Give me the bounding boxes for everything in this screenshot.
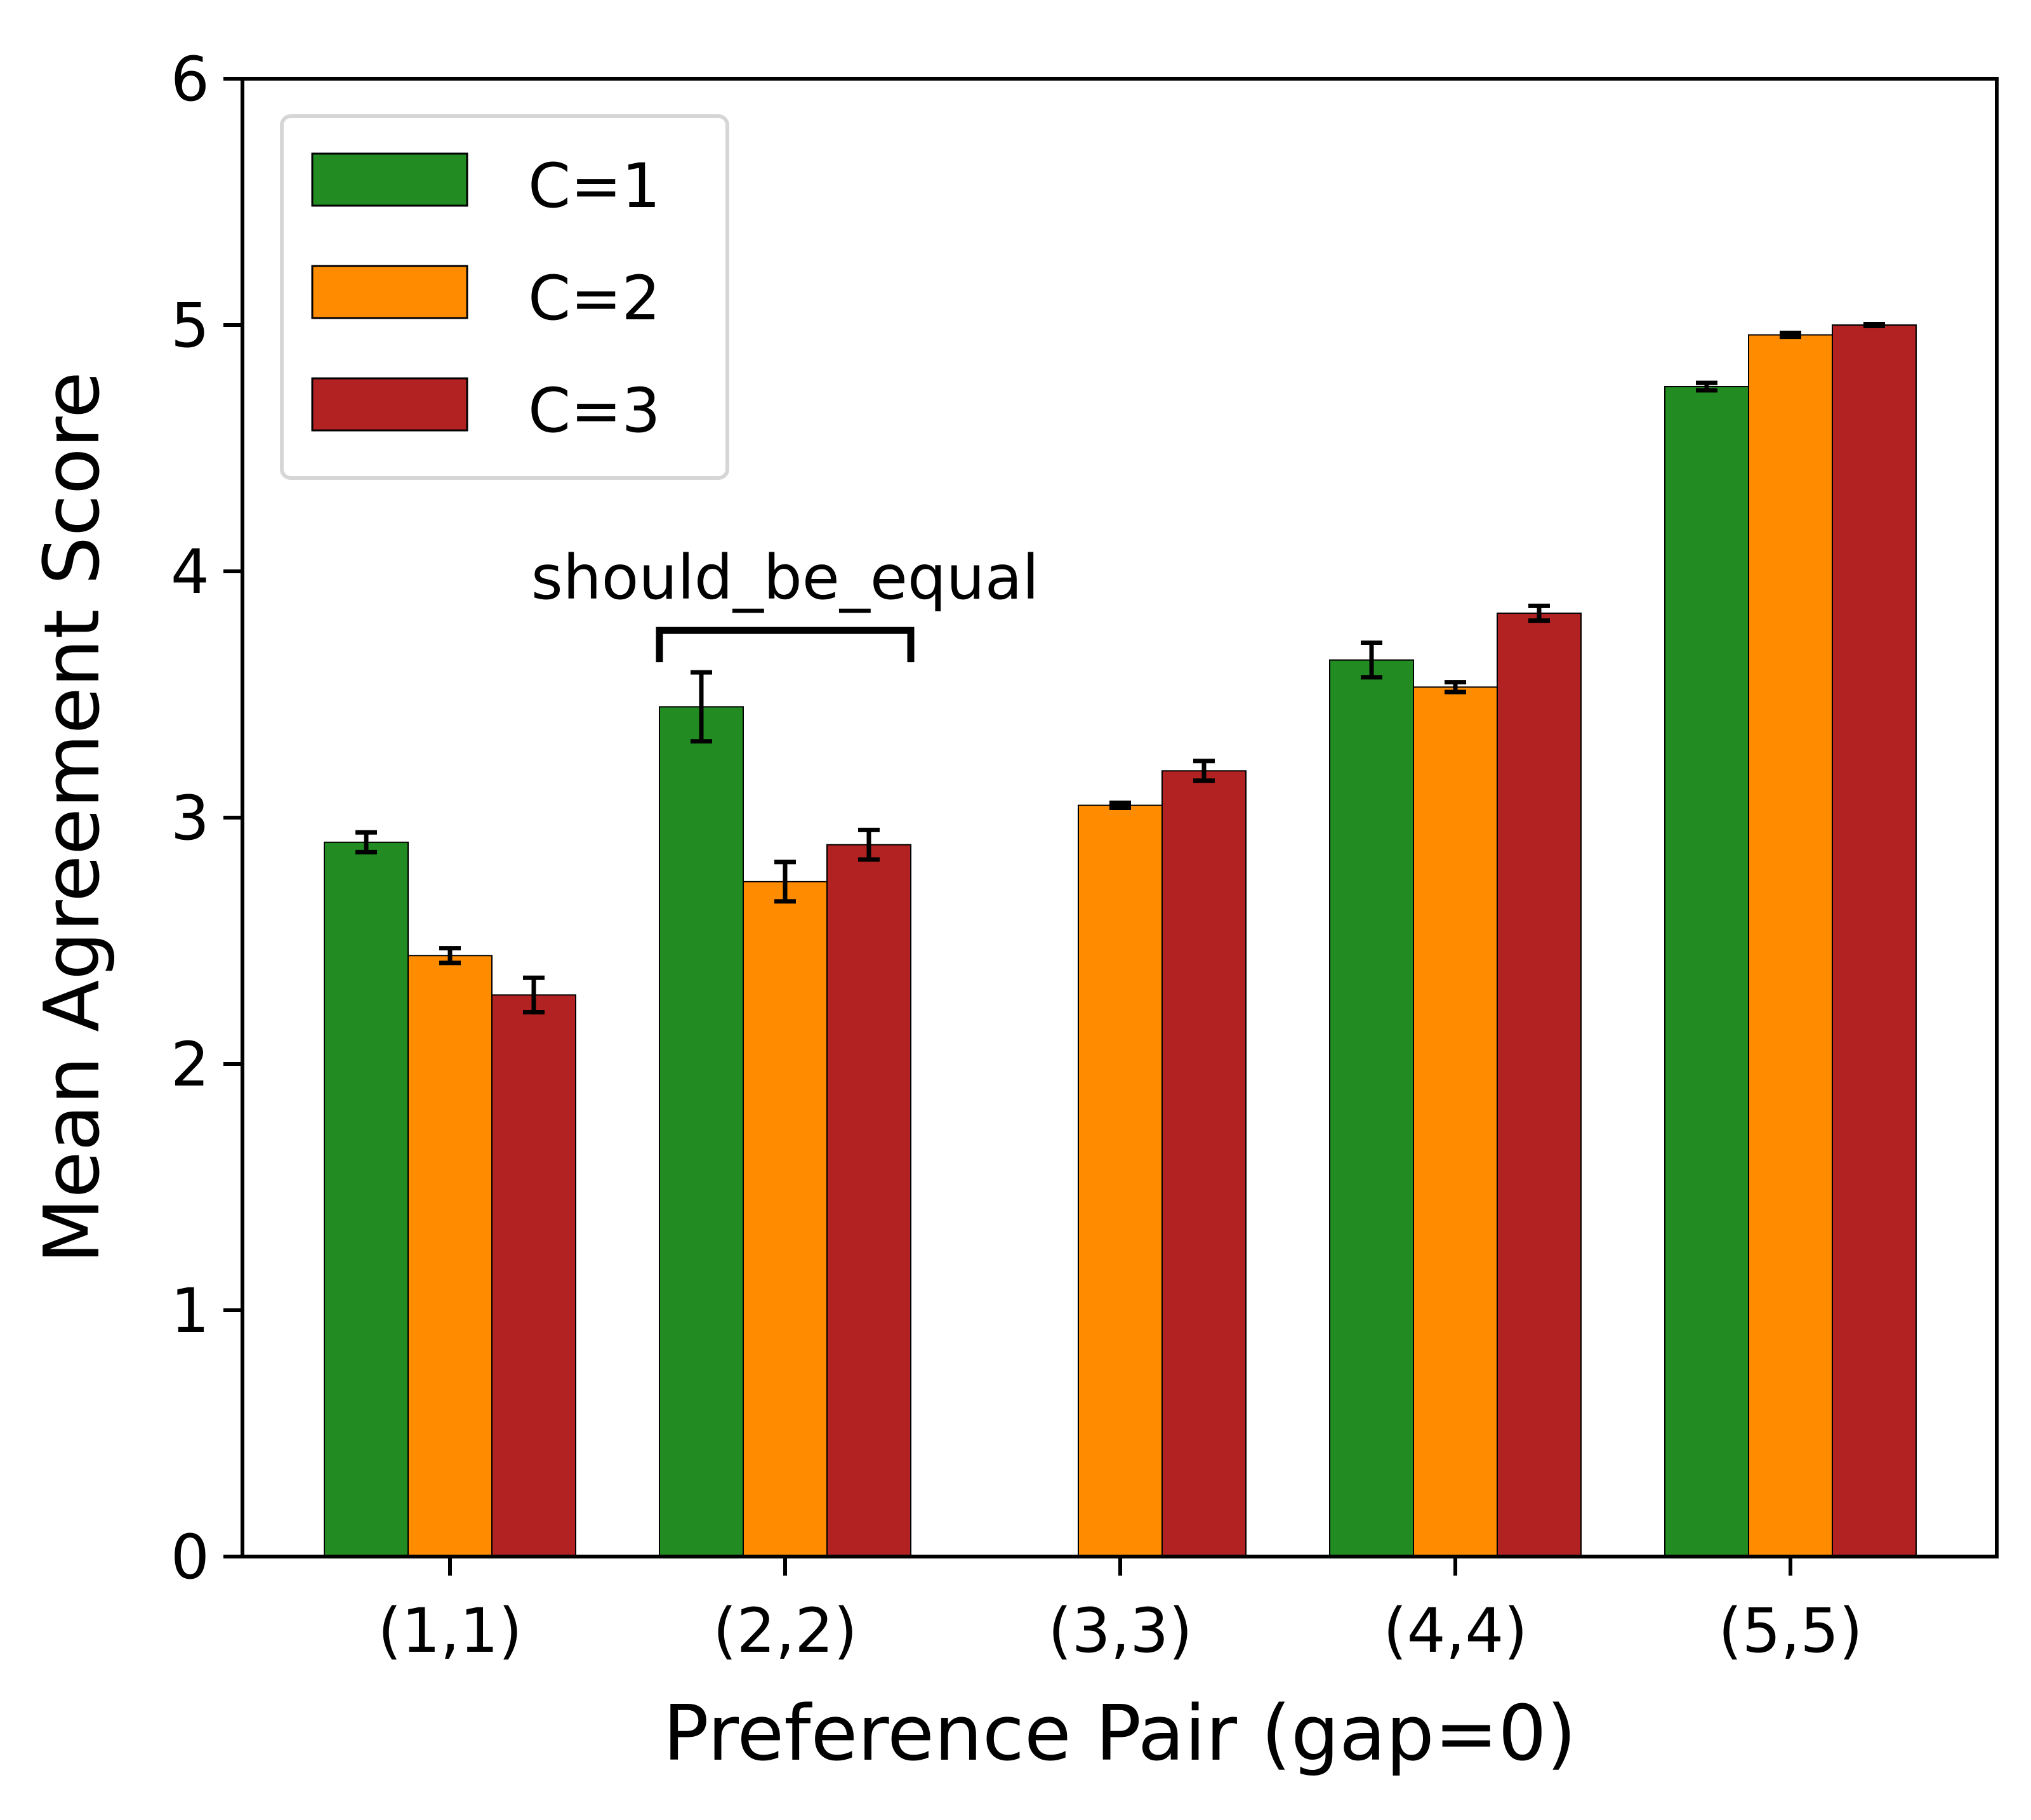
error-bar-C3-1 xyxy=(858,827,880,862)
bars-layer xyxy=(324,324,1917,1558)
y-tick-label-6: 6 xyxy=(171,44,209,115)
error-bar-C1-0 xyxy=(355,830,377,854)
bar-C2-2 xyxy=(1078,804,1163,1557)
x-tick-label-1: (2,2) xyxy=(713,1595,857,1666)
legend-swatch-c1 xyxy=(311,152,468,207)
y-tick-label-3: 3 xyxy=(171,783,209,854)
error-bars-layer xyxy=(355,321,1885,1015)
error-bar-C2-1 xyxy=(774,860,796,904)
bar-C2-0 xyxy=(407,955,493,1557)
x-tick-label-2: (3,3) xyxy=(1048,1595,1193,1666)
y-tick-label-2: 2 xyxy=(171,1029,209,1100)
legend: C=1 C=2 C=3 xyxy=(280,114,729,480)
error-bar-C3-4 xyxy=(1863,321,1885,329)
error-bar-C1-3 xyxy=(1361,641,1382,680)
bar-C1-3 xyxy=(1329,659,1414,1557)
bar-C2-3 xyxy=(1413,686,1498,1557)
error-bar-C3-2 xyxy=(1193,759,1215,783)
error-bar-C2-2 xyxy=(1109,800,1131,810)
bar-C1-1 xyxy=(659,706,744,1557)
error-bar-C3-0 xyxy=(523,975,545,1015)
axes-layer: 0 1 2 3 4 5 6 (1,1) (2,2) (3,3) (4,4) (5,5) xyxy=(171,44,1863,1666)
error-bar-C2-4 xyxy=(1780,330,1801,340)
x-axis-label: Preference Pair (gap=0) xyxy=(663,1690,1576,1778)
bar-C3-1 xyxy=(826,844,911,1557)
annotation-text: should_be_equal xyxy=(531,542,1039,613)
error-bar-C2-3 xyxy=(1445,680,1466,694)
y-axis-label: Mean Agreement Score xyxy=(29,371,117,1264)
error-bar-C2-0 xyxy=(439,946,461,966)
y-tick-label-4: 4 xyxy=(171,536,209,608)
bar-C3-2 xyxy=(1161,770,1247,1557)
error-bar-C1-4 xyxy=(1696,380,1717,393)
plot-frame xyxy=(241,77,1999,1558)
x-tick-label-4: (5,5) xyxy=(1718,1595,1863,1666)
bar-C3-4 xyxy=(1832,324,1917,1557)
legend-label-c1: C=1 xyxy=(528,150,661,222)
legend-swatch-c3 xyxy=(311,377,468,432)
y-tick-label-0: 0 xyxy=(171,1522,209,1593)
bar-C2-1 xyxy=(743,880,828,1557)
legend-swatch-c2 xyxy=(311,265,468,319)
bar-C1-0 xyxy=(324,841,409,1557)
y-tick-label-1: 1 xyxy=(171,1275,209,1346)
error-bar-C1-1 xyxy=(691,670,712,744)
legend-label-c3: C=3 xyxy=(528,375,661,446)
x-tick-label-0: (1,1) xyxy=(378,1595,522,1666)
annotation: should_be_equal xyxy=(531,542,1039,663)
bar-C3-3 xyxy=(1497,612,1582,1558)
legend-label-c2: C=2 xyxy=(528,263,661,334)
bar-C1-4 xyxy=(1664,386,1749,1557)
y-tick-label-5: 5 xyxy=(171,290,209,361)
bar-C3-0 xyxy=(491,994,576,1557)
annotation-bracket xyxy=(656,627,915,663)
error-bar-C3-3 xyxy=(1528,603,1550,623)
x-tick-label-3: (4,4) xyxy=(1383,1595,1528,1666)
bar-C2-4 xyxy=(1748,334,1833,1557)
